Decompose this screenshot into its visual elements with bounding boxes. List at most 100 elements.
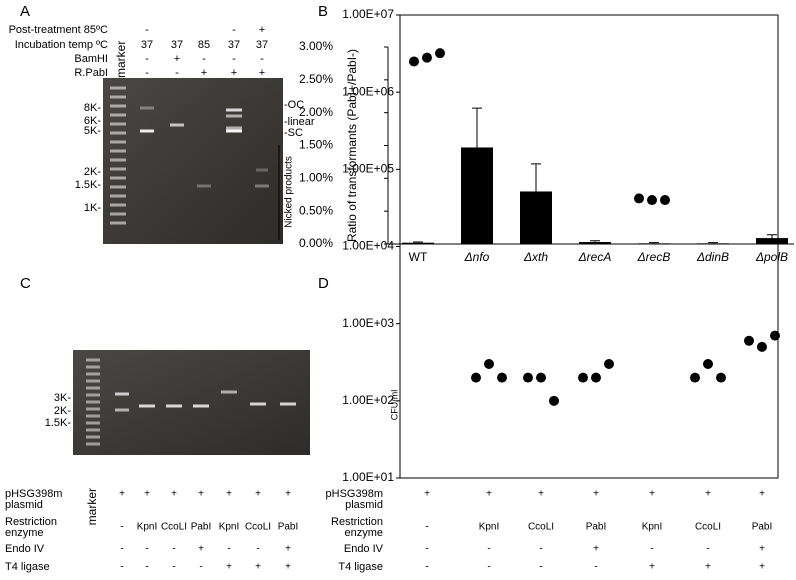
cell: - bbox=[145, 544, 148, 555]
plot-frame bbox=[399, 14, 779, 479]
point bbox=[497, 372, 507, 383]
y-tick-label: 2.50% bbox=[299, 72, 333, 86]
point bbox=[591, 372, 601, 383]
cell: + bbox=[705, 489, 711, 500]
gel-band bbox=[115, 392, 129, 396]
gel-band bbox=[166, 404, 182, 408]
size-label: 2K- bbox=[54, 405, 71, 417]
cell: CcoLI bbox=[528, 522, 554, 533]
bar bbox=[756, 238, 788, 244]
gel-band bbox=[140, 106, 154, 110]
point bbox=[471, 372, 481, 383]
y-axis-label: CFU/ml bbox=[389, 390, 399, 421]
error-bar bbox=[590, 240, 600, 243]
size-label: 1.5K- bbox=[45, 417, 72, 429]
row-label: pHSG398m bbox=[326, 488, 383, 500]
point bbox=[690, 372, 700, 383]
cell: KpnI bbox=[642, 522, 663, 533]
cell: + bbox=[198, 489, 204, 500]
cell: + bbox=[538, 489, 544, 500]
cell: CcoLI bbox=[245, 522, 271, 533]
gel-image bbox=[103, 78, 283, 244]
size-label: 1K- bbox=[84, 202, 101, 214]
cell: CcoLI bbox=[695, 522, 721, 533]
cell: + bbox=[486, 489, 492, 500]
cell: + bbox=[119, 489, 125, 500]
y-tick-label: 1.00E+04 bbox=[342, 239, 394, 253]
bar bbox=[579, 242, 611, 244]
gel-band bbox=[110, 203, 126, 207]
error-bar bbox=[708, 242, 718, 244]
gel-band bbox=[221, 390, 237, 394]
x-tick-label: Δxth bbox=[523, 250, 548, 264]
cell: + bbox=[259, 67, 265, 79]
cell: PabI bbox=[191, 522, 212, 533]
y-tick-label: 1.00E+07 bbox=[342, 7, 394, 21]
panel-label: B bbox=[318, 3, 328, 20]
y-tick-label: 0.00% bbox=[299, 236, 333, 250]
cell: - bbox=[706, 544, 709, 555]
cell: - bbox=[145, 24, 149, 36]
x-tick-label: ΔpolB bbox=[755, 250, 788, 264]
gel-band bbox=[110, 95, 126, 99]
point bbox=[744, 335, 754, 346]
cell: - bbox=[650, 544, 653, 555]
row-label: BamHI bbox=[74, 53, 108, 65]
row-label: Incubation temp ºC bbox=[15, 39, 108, 51]
row-label: R.PabI bbox=[74, 67, 108, 79]
point bbox=[409, 56, 419, 67]
cell: + bbox=[593, 544, 599, 555]
point bbox=[578, 372, 588, 383]
cell: - bbox=[227, 544, 230, 555]
gel-band bbox=[86, 386, 100, 390]
cell: + bbox=[259, 24, 265, 36]
lane-label: marker bbox=[114, 41, 128, 78]
cell: - bbox=[539, 544, 542, 555]
gel-band bbox=[226, 114, 242, 118]
size-label: 3K- bbox=[54, 392, 71, 404]
cell: - bbox=[425, 522, 428, 533]
gel-band bbox=[110, 131, 126, 135]
gel-band bbox=[86, 407, 100, 411]
cell: CcoLI bbox=[161, 522, 187, 533]
cell: PabI bbox=[752, 522, 773, 533]
error-bar bbox=[649, 242, 659, 244]
cell: - bbox=[120, 522, 123, 533]
gel-band bbox=[86, 372, 100, 376]
cell: KpnI bbox=[479, 522, 500, 533]
gel-band bbox=[115, 408, 129, 412]
gel-band bbox=[86, 365, 100, 369]
band-label: -linear bbox=[284, 116, 315, 128]
cell: + bbox=[226, 562, 232, 573]
cell: - bbox=[202, 53, 206, 65]
point bbox=[634, 193, 644, 204]
point bbox=[422, 52, 432, 63]
x-tick-label: ΔrecA bbox=[578, 250, 612, 264]
row-label: Restriction bbox=[331, 516, 383, 528]
bar bbox=[402, 242, 434, 244]
lane-label: marker bbox=[85, 488, 99, 525]
y-tick-label: 1.00% bbox=[299, 171, 333, 185]
row-label: T4 ligase bbox=[5, 561, 50, 573]
error-bar bbox=[413, 241, 423, 243]
y-axis-label: Ratio of transformants (PabI+/PabI-) bbox=[345, 49, 359, 242]
row-label: plasmid bbox=[345, 499, 383, 511]
cell: - bbox=[232, 53, 236, 65]
gel-band bbox=[86, 414, 100, 418]
cell: - bbox=[256, 544, 259, 555]
cell: + bbox=[759, 544, 765, 555]
cell: - bbox=[487, 562, 490, 573]
x-tick-label: ΔdinB bbox=[696, 250, 729, 264]
gel-band bbox=[110, 113, 126, 117]
cell: + bbox=[285, 544, 291, 555]
cell: + bbox=[231, 67, 237, 79]
gel-band bbox=[86, 421, 100, 425]
gel-band bbox=[193, 404, 209, 408]
gel-band bbox=[110, 221, 126, 225]
y-tick-label: 1.50% bbox=[299, 138, 333, 152]
y-tick-label: 0.50% bbox=[299, 203, 333, 217]
y-tick-label: 1.00E+02 bbox=[342, 393, 394, 407]
cell: - bbox=[199, 562, 202, 573]
point bbox=[604, 359, 614, 370]
y-tick-label: 1.00E+01 bbox=[342, 470, 394, 484]
